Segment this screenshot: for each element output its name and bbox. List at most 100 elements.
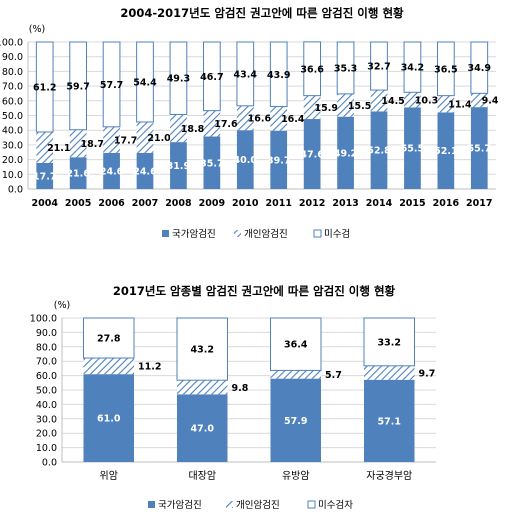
bar-segment [36, 131, 54, 163]
legend-swatch [162, 230, 169, 237]
data-label: 43.2 [191, 345, 214, 356]
y-tick-label: 60.0 [2, 96, 23, 107]
y-tick-label: 50.0 [2, 111, 23, 122]
bar-segment [136, 152, 154, 189]
bar-segment [303, 95, 321, 120]
x-tick-label: 2007 [132, 198, 158, 209]
y-tick-label: 90.0 [2, 52, 23, 63]
bar-segment [404, 107, 421, 189]
legend-label: 미수검 [324, 228, 350, 240]
data-label: 52.1 [434, 146, 457, 157]
data-label: 21.6 [66, 169, 90, 180]
x-tick-label: 2015 [399, 198, 425, 209]
x-tick-label: 2004 [31, 198, 58, 209]
bar-segment [170, 114, 187, 143]
bar-segment [176, 317, 228, 381]
y-tick-label: 30.0 [2, 140, 23, 151]
bar-segment [270, 130, 288, 189]
data-label: 55.7 [468, 144, 491, 155]
x-tick-label: 2012 [299, 198, 325, 209]
data-label: 9.4 [482, 96, 499, 107]
bar-segment [403, 41, 422, 93]
data-label: 36.6 [300, 64, 324, 75]
legend-swatch [313, 229, 322, 238]
y-tick-label: 60.0 [36, 371, 57, 382]
data-label: 17.7 [33, 171, 56, 182]
data-label: 43.4 [234, 69, 258, 80]
data-label: 34.9 [468, 63, 491, 74]
bar-segment [336, 41, 355, 95]
data-label: 24.6 [100, 166, 124, 177]
data-label: 49.3 [167, 74, 190, 85]
bar-segment [470, 93, 488, 108]
data-label: 49.2 [334, 148, 357, 159]
bar-segment [203, 110, 221, 137]
chart-cancer-type-screening-svg: 2017년도 암종별 암검진 권고안에 따른 암검진 이행 현황 (%) 0.0 10… [30, 284, 436, 511]
bar-segment [270, 317, 322, 371]
legend-swatch [234, 230, 241, 237]
y-tick-label: 80.0 [36, 342, 57, 353]
bar-segment [69, 157, 87, 189]
y-tick-label: 20.0 [36, 429, 57, 440]
bar-segment [437, 95, 455, 113]
data-label: 11.2 [138, 362, 161, 373]
data-label: 61.0 [97, 414, 121, 425]
bar-segment [270, 370, 321, 379]
y-axis-unit-label: (%) [54, 300, 70, 311]
data-label: 24.6 [133, 166, 157, 177]
bar-segment [103, 152, 120, 189]
bar-segment [36, 162, 54, 189]
data-label: 59.7 [66, 81, 89, 92]
data-label: 15.5 [348, 101, 371, 112]
bar-segment [269, 41, 288, 108]
data-label: 11.4 [448, 100, 472, 111]
data-label: 35.7 [200, 158, 223, 169]
data-label: 14.5 [381, 96, 404, 107]
data-label: 5.7 [325, 370, 342, 381]
x-tick-label: 2009 [199, 198, 225, 209]
bar-segment [364, 365, 415, 380]
bar-segment [236, 105, 254, 131]
legend-label: 개인암검진 [236, 499, 280, 511]
data-label: 21.0 [147, 133, 171, 144]
x-tick-label: 2006 [98, 198, 125, 209]
bar-segment [136, 41, 154, 123]
y-tick-label: 10.0 [2, 170, 23, 181]
chart-title: 2017년도 암종별 암검진 권고안에 따른 암검진 이행 현황 [113, 284, 396, 298]
bar-segment [470, 107, 488, 189]
data-label: 21.1 [47, 143, 70, 154]
x-tick-label: 2014 [366, 198, 393, 209]
bar-segment [236, 130, 254, 189]
bar-segment [437, 41, 455, 97]
bar-segment [169, 41, 188, 115]
bar-segment [83, 317, 135, 359]
bar-segment [177, 394, 228, 462]
data-label: 57.7 [100, 80, 123, 91]
bar-segment [270, 106, 288, 131]
y-axis-unit-label: (%) [29, 24, 45, 35]
bar-segment [83, 358, 134, 375]
x-tick-label: 2008 [165, 198, 192, 209]
y-tick-label: 50.0 [36, 386, 57, 397]
bar-segment [35, 41, 54, 133]
data-label: 18.8 [181, 124, 205, 135]
x-tick-label: 2017 [466, 198, 492, 209]
bar-segment [103, 126, 120, 153]
bar-segment [69, 129, 87, 158]
data-label: 57.1 [378, 416, 401, 427]
data-label: 33.2 [378, 337, 401, 348]
y-tick-label: 0.0 [42, 458, 57, 469]
data-label: 36.4 [284, 340, 308, 351]
bar-segment [370, 90, 388, 112]
y-tick-label: 70.0 [2, 82, 23, 93]
bar-segment [170, 142, 187, 189]
data-label: 9.8 [231, 383, 248, 394]
legend-swatch [307, 500, 316, 509]
data-label: 9.7 [418, 368, 435, 379]
data-label: 31.9 [167, 161, 190, 172]
data-label: 15.9 [315, 103, 338, 114]
data-label: 39.7 [267, 155, 290, 166]
legend-label: 미수검자 [318, 499, 353, 511]
bar-segment [437, 112, 455, 189]
chart-title: 2004-2017년도 암검진 권고안에 따른 암검진 이행 현황 [120, 6, 404, 20]
